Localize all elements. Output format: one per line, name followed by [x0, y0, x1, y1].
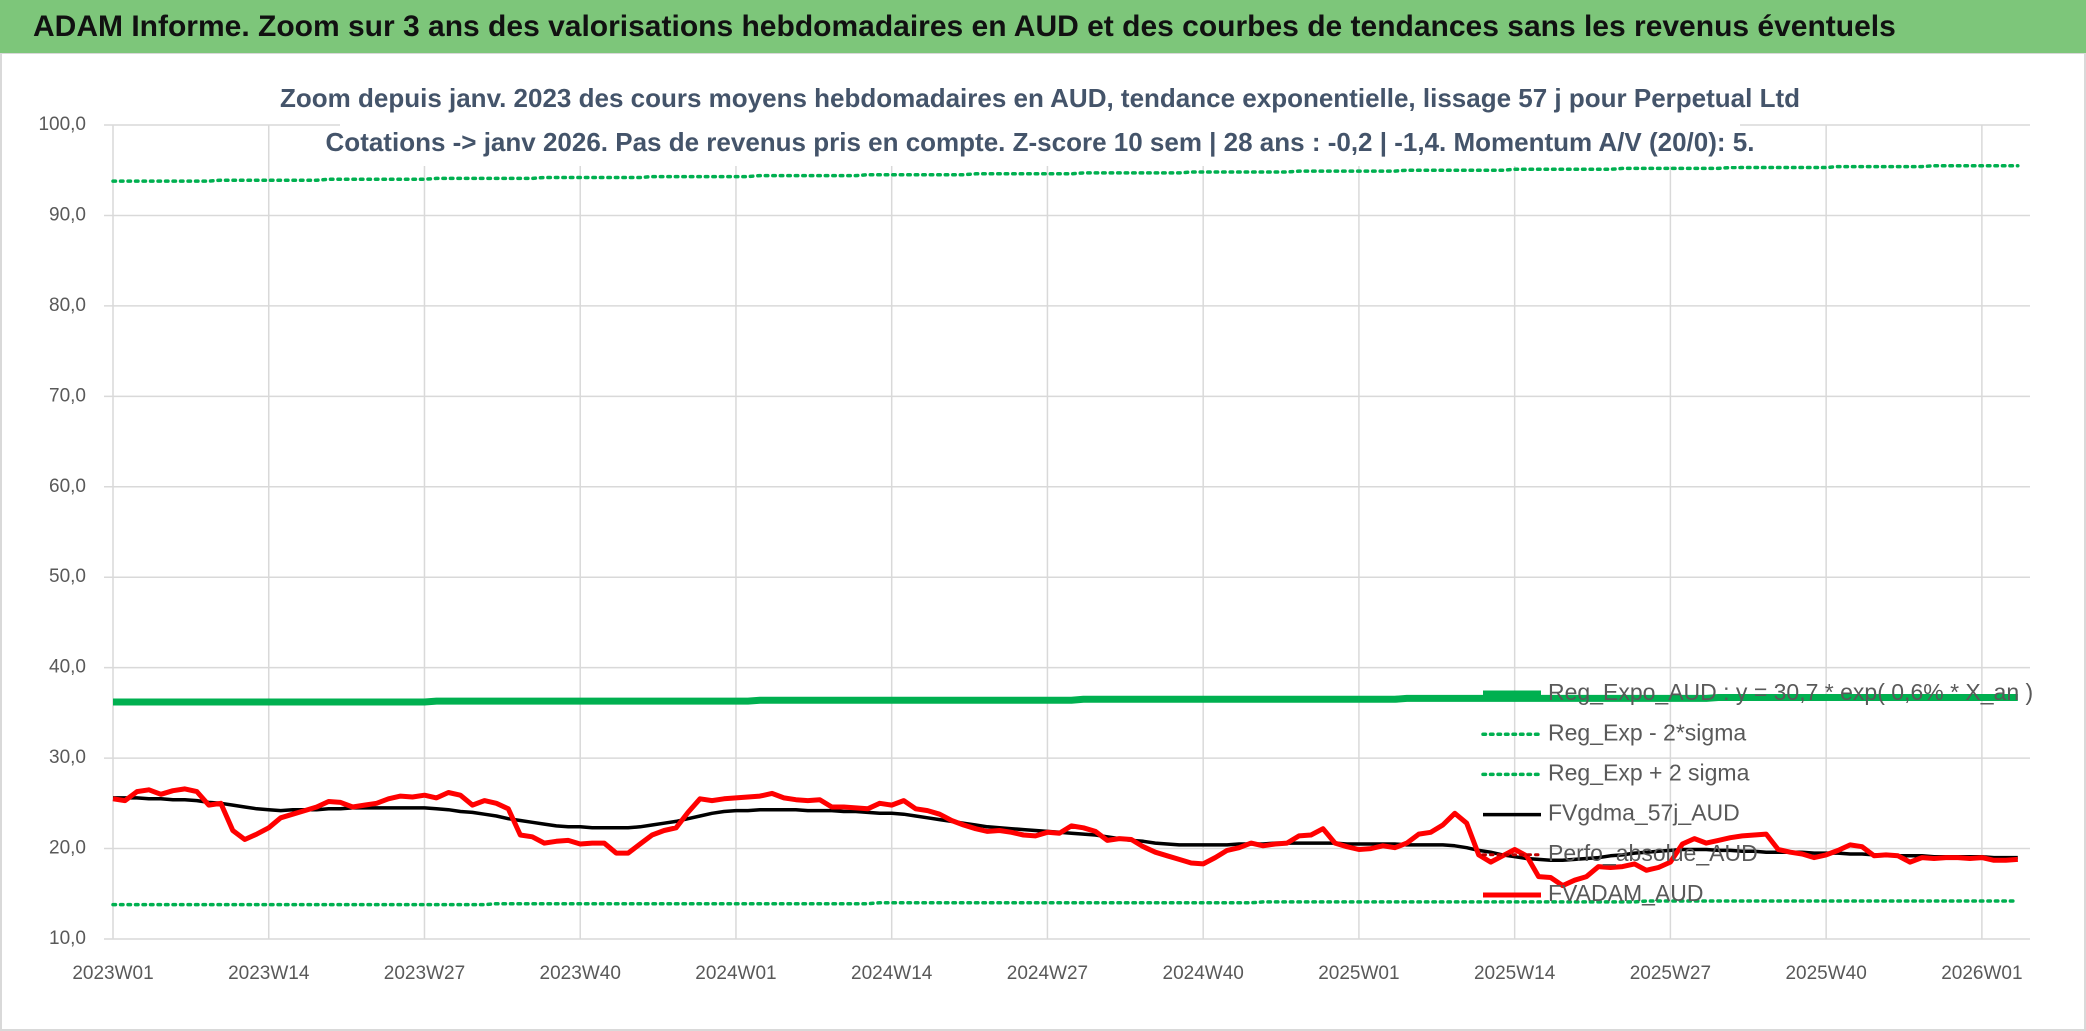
plot-area	[111, 163, 2020, 907]
y-tick-label: 80,0	[49, 295, 86, 316]
series-line	[113, 796, 2018, 863]
legend-label: Reg_Exp + 2 sigma	[1548, 759, 1750, 785]
y-tick-label: 60,0	[49, 476, 86, 497]
legend: Reg_Expo_AUD : y = 30,7 * exp( 0,6% * X_…	[1481, 679, 2033, 906]
legend-label: Perfo_absolue_AUD	[1548, 840, 1758, 866]
x-tick-label: 2024W40	[1163, 963, 1244, 984]
y-tick-label: 90,0	[49, 204, 86, 225]
legend-label: FVgdma_57j_AUD	[1548, 800, 1740, 826]
series-line	[113, 694, 2018, 706]
title-background	[340, 80, 1740, 166]
series-line	[111, 163, 2020, 183]
x-tick-label: 2023W14	[228, 963, 310, 984]
x-tick-label: 2025W14	[1474, 963, 1556, 984]
y-tick-label: 30,0	[49, 747, 86, 768]
legend-label: Reg_Exp - 2*sigma	[1548, 719, 1746, 745]
x-tick-label: 2024W27	[1007, 963, 1088, 984]
x-tick-label: 2024W14	[851, 963, 933, 984]
legend-label: Reg_Expo_AUD : y = 30,7 * exp( 0,6% * X_…	[1548, 679, 2033, 705]
series-line	[112, 786, 2018, 889]
series-line	[111, 899, 2020, 907]
y-tick-label: 70,0	[49, 385, 86, 406]
y-tick-label: 10,0	[49, 928, 86, 949]
legend-label: FVADAM_AUD	[1548, 880, 1704, 906]
x-tick-label: 2023W27	[384, 963, 465, 984]
y-tick-label: 100,0	[38, 114, 86, 135]
chart-title: Zoom depuis janv. 2023 des cours moyens …	[280, 83, 1800, 113]
chart-subtitle: Cotations -> janv 2026. Pas de revenus p…	[326, 127, 1755, 157]
grid: 10,0 20,0 30,0 40,0 50,0 60,0 70,0 80,0 90,0 100,…	[38, 114, 2030, 984]
header-title: ADAM Informe. Zoom sur 3 ans des valoris…	[33, 10, 1896, 43]
header-bar	[0, 0, 2086, 53]
x-tick-label: 2026W01	[1941, 963, 2022, 984]
x-tick-label: 2023W01	[72, 963, 153, 984]
y-tick-label: 20,0	[49, 838, 86, 859]
x-tick-label: 2023W40	[540, 963, 621, 984]
x-tick-label: 2025W27	[1630, 963, 1711, 984]
x-tick-label: 2025W40	[1785, 963, 1866, 984]
y-tick-label: 50,0	[49, 566, 86, 587]
x-tick-label: 2025W01	[1318, 963, 1399, 984]
y-tick-label: 40,0	[49, 657, 86, 678]
x-tick-label: 2024W01	[695, 963, 776, 984]
